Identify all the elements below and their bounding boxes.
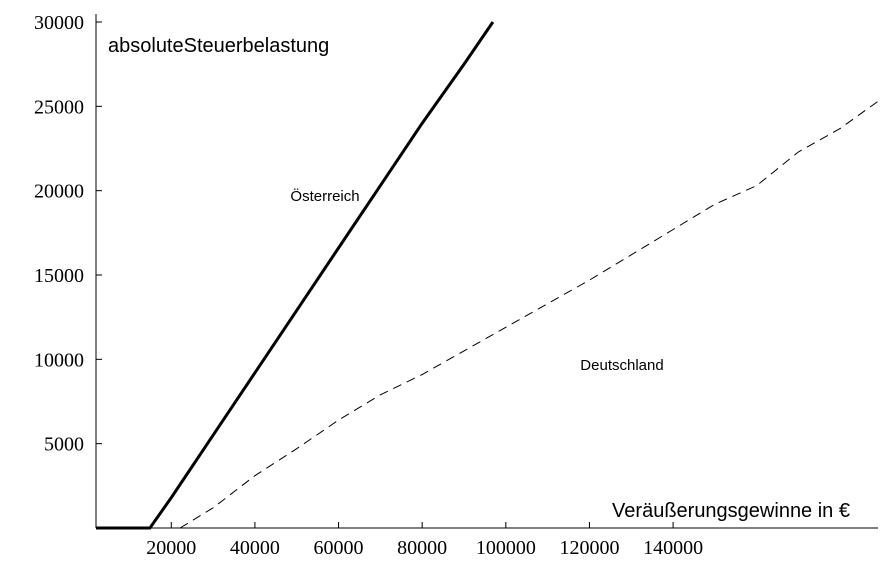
series-line (96, 21, 495, 530)
x-axis-label: Veräußerungsgewinne in € (612, 500, 850, 522)
series-label: Österreich (290, 187, 359, 205)
y-tick-label: 30000 (34, 12, 84, 34)
y-tick-label: 25000 (34, 96, 84, 118)
x-tick-label: 100000 (476, 537, 536, 559)
x-tick-label: 20000 (146, 537, 196, 559)
y-tick-label: 15000 (34, 265, 84, 287)
x-tick-label: 140000 (643, 537, 703, 559)
x-tick-label: 120000 (559, 537, 619, 559)
series-line (179, 100, 879, 529)
x-tick-label: 40000 (230, 537, 280, 559)
y-tick-label: 20000 (34, 181, 84, 203)
x-tick-label: 60000 (314, 537, 364, 559)
y-axis-label: absoluteSteuerbelastung (108, 35, 329, 57)
y-tick-label: 5000 (44, 434, 84, 456)
x-tick-label: 80000 (397, 537, 447, 559)
y-tick-label: 10000 (34, 349, 84, 371)
series-label: Deutschland (580, 357, 663, 374)
